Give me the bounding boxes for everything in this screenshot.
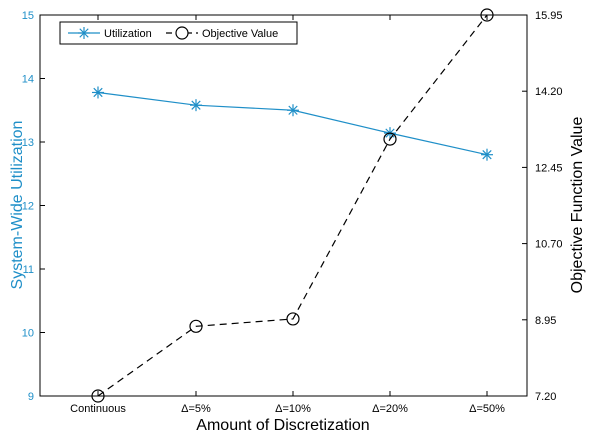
objective-value-point	[286, 312, 300, 326]
x-tick-label: Δ=20%	[372, 403, 408, 415]
legend: Utilization Objective Value	[59, 21, 298, 45]
objective-value-point	[189, 319, 203, 333]
y-left-tick-label: 14	[22, 74, 34, 86]
legend-objective-marker	[175, 26, 189, 40]
objective-value-point	[480, 8, 494, 22]
y-right-tick-label: 7.20	[535, 391, 556, 403]
x-tick-label: Δ=50%	[469, 403, 505, 415]
y-left-tick-label: 12	[22, 201, 34, 213]
x-tick-label: Δ=5%	[181, 403, 211, 415]
y-axis-right: 7.20 8.95 10.70 12.45 14.20 15.95	[522, 10, 563, 403]
y-left-tick-label: 9	[28, 391, 34, 403]
utilization-point	[287, 104, 299, 117]
x-axis: Continuous Δ=5% Δ=10% Δ=20% Δ=50%	[70, 15, 505, 415]
plot-frame	[39, 14, 528, 397]
y-right-tick-label: 8.95	[535, 315, 556, 327]
series-layer	[91, 8, 494, 403]
x-axis-title: Amount of Discretization	[196, 417, 369, 434]
y-left-tick-label: 15	[22, 10, 34, 22]
y-axis-left: 9 10 11 12 13 14 15	[22, 10, 45, 403]
utilization-point	[92, 86, 104, 99]
x-tick-label: Continuous	[70, 403, 126, 415]
objective-value-line	[97, 14, 488, 397]
y-axis-right-title: Objective Function Value	[569, 117, 586, 294]
y-right-tick-label: 15.95	[535, 10, 563, 22]
legend-objective-label: Objective Value	[202, 28, 278, 40]
utilization-point	[481, 148, 493, 161]
objective-value-point	[91, 389, 105, 403]
y-left-tick-label: 11	[23, 264, 34, 276]
utilization-line	[97, 91, 488, 156]
y-left-tick-label: 10	[22, 328, 34, 340]
x-tick-label: Δ=10%	[275, 403, 311, 415]
objective-value-point	[383, 132, 397, 146]
y-right-tick-label: 12.45	[535, 162, 563, 174]
legend-utilization-marker	[78, 27, 90, 39]
y-left-tick-label: 13	[22, 137, 34, 149]
y-right-tick-label: 14.20	[535, 86, 563, 98]
legend-asterisk	[78, 27, 90, 39]
y-right-tick-label: 10.70	[535, 239, 563, 251]
y-axis-left-title: System-Wide Utilization	[9, 121, 26, 290]
utilization-point	[190, 99, 202, 112]
legend-utilization-label: Utilization	[104, 28, 152, 40]
